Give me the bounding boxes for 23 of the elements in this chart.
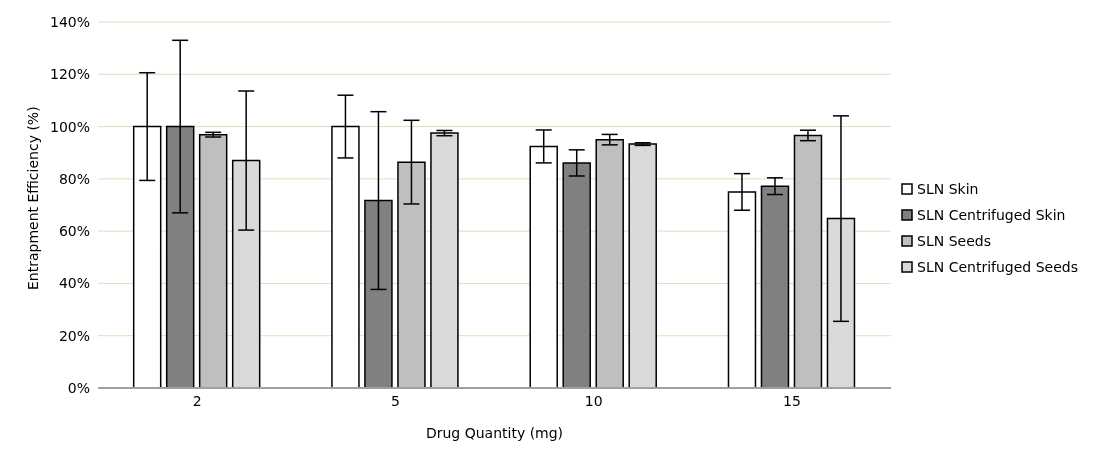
y-tick-label: 80% xyxy=(58,170,90,187)
y-tick-label: 0% xyxy=(67,379,90,396)
legend-label: SLN Centrifuged Seeds xyxy=(917,259,1078,275)
x-axis-title: Drug Quantity (mg) xyxy=(425,425,564,441)
legend-label: SLN Centrifuged Skin xyxy=(917,207,1066,223)
x-tick-label: 5 xyxy=(390,392,400,409)
bar xyxy=(793,134,823,388)
y-tick-label: 20% xyxy=(58,327,90,344)
bar xyxy=(198,133,228,388)
y-tick-label: 40% xyxy=(58,275,90,292)
x-tick-label: 10 xyxy=(584,392,603,409)
bar xyxy=(430,132,459,388)
x-tick-label: 15 xyxy=(783,392,801,409)
legend-label: SLN Seeds xyxy=(917,233,991,249)
y-axis-title: Entrapment Efficiency (%) xyxy=(24,106,41,290)
bar xyxy=(595,138,624,388)
y-tick-label: 60% xyxy=(58,223,90,240)
bar xyxy=(628,143,657,388)
y-tick-label: 140% xyxy=(49,13,90,30)
y-tick-label: 100% xyxy=(49,118,90,135)
legend-label: SLN Skin xyxy=(917,181,979,197)
x-tick-label: 2 xyxy=(192,392,202,409)
y-tick-label: 120% xyxy=(49,66,90,83)
